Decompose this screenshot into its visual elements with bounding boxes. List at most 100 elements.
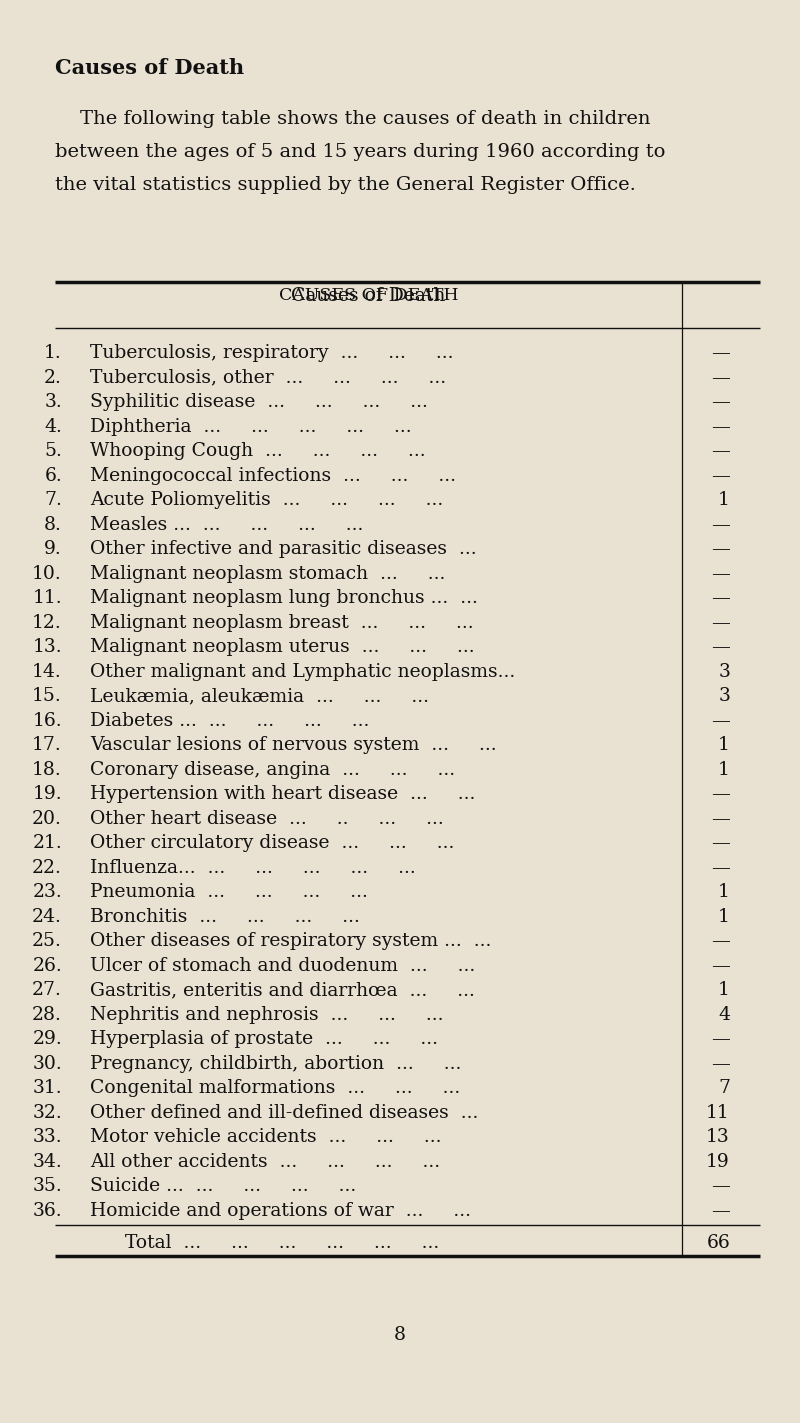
Text: 7: 7	[718, 1079, 730, 1097]
Text: Other circulatory disease  ...     ...     ...: Other circulatory disease ... ... ...	[90, 834, 454, 852]
Text: —: —	[711, 443, 730, 460]
Text: 21.: 21.	[32, 834, 62, 852]
Text: 3: 3	[718, 663, 730, 680]
Text: Pneumonia  ...     ...     ...     ...: Pneumonia ... ... ... ...	[90, 884, 368, 901]
Text: 20.: 20.	[32, 810, 62, 828]
Text: —: —	[711, 418, 730, 435]
Text: Syphilitic disease  ...     ...     ...     ...: Syphilitic disease ... ... ... ...	[90, 393, 428, 411]
Text: Homicide and operations of war  ...     ...: Homicide and operations of war ... ...	[90, 1202, 471, 1220]
Text: 1: 1	[718, 761, 730, 778]
Text: —: —	[711, 712, 730, 730]
Text: 25.: 25.	[32, 932, 62, 951]
Text: Acute Poliomyelitis  ...     ...     ...     ...: Acute Poliomyelitis ... ... ... ...	[90, 491, 443, 509]
Text: 8.: 8.	[44, 515, 62, 534]
Text: 8: 8	[394, 1326, 406, 1345]
Text: 7.: 7.	[44, 491, 62, 509]
Text: Coronary disease, angina  ...     ...     ...: Coronary disease, angina ... ... ...	[90, 761, 455, 778]
Text: Ulcer of stomach and duodenum  ...     ...: Ulcer of stomach and duodenum ... ...	[90, 956, 475, 975]
Text: 11: 11	[706, 1104, 730, 1121]
Text: between the ages of 5 and 15 years during 1960 according to: between the ages of 5 and 15 years durin…	[55, 142, 666, 161]
Text: 1.: 1.	[44, 344, 62, 363]
Text: 2.: 2.	[44, 369, 62, 387]
Text: —: —	[711, 1030, 730, 1049]
Text: —: —	[711, 785, 730, 803]
Text: —: —	[711, 956, 730, 975]
Text: Diabetes ...  ...     ...     ...     ...: Diabetes ... ... ... ... ...	[90, 712, 370, 730]
Text: 1: 1	[718, 908, 730, 926]
Text: —: —	[711, 613, 730, 632]
Text: —: —	[711, 515, 730, 534]
Text: Causes of Death: Causes of Death	[291, 287, 446, 305]
Text: Hypertension with heart disease  ...     ...: Hypertension with heart disease ... ...	[90, 785, 475, 803]
Text: Leukæmia, aleukæmia  ...     ...     ...: Leukæmia, aleukæmia ... ... ...	[90, 687, 429, 706]
Text: 11.: 11.	[32, 589, 62, 608]
Text: Measles ...  ...     ...     ...     ...: Measles ... ... ... ... ...	[90, 515, 363, 534]
Text: —: —	[711, 467, 730, 485]
Text: Malignant neoplasm stomach  ...     ...: Malignant neoplasm stomach ... ...	[90, 565, 446, 583]
Text: —: —	[711, 393, 730, 411]
Text: Other infective and parasitic diseases  ...: Other infective and parasitic diseases .…	[90, 541, 477, 558]
Text: 1: 1	[718, 736, 730, 754]
Text: —: —	[711, 369, 730, 387]
Text: 1: 1	[718, 982, 730, 999]
Text: Malignant neoplasm lung bronchus ...  ...: Malignant neoplasm lung bronchus ... ...	[90, 589, 478, 608]
Text: —: —	[711, 834, 730, 852]
Text: Vascular lesions of nervous system  ...     ...: Vascular lesions of nervous system ... .…	[90, 736, 497, 754]
Text: Tuberculosis, other  ...     ...     ...     ...: Tuberculosis, other ... ... ... ...	[90, 369, 446, 387]
Text: 1: 1	[718, 884, 730, 901]
Text: 35.: 35.	[32, 1177, 62, 1195]
Text: 9.: 9.	[44, 541, 62, 558]
Text: Whooping Cough  ...     ...     ...     ...: Whooping Cough ... ... ... ...	[90, 443, 426, 460]
Text: Malignant neoplasm breast  ...     ...     ...: Malignant neoplasm breast ... ... ...	[90, 613, 474, 632]
Text: —: —	[711, 639, 730, 656]
Text: Pregnancy, childbirth, abortion  ...     ...: Pregnancy, childbirth, abortion ... ...	[90, 1054, 462, 1073]
Text: 3.: 3.	[44, 393, 62, 411]
Text: —: —	[711, 932, 730, 951]
Text: 18.: 18.	[32, 761, 62, 778]
Text: 14.: 14.	[32, 663, 62, 680]
Text: Suicide ...  ...     ...     ...     ...: Suicide ... ... ... ... ...	[90, 1177, 356, 1195]
Text: Other defined and ill-defined diseases  ...: Other defined and ill-defined diseases .…	[90, 1104, 478, 1121]
Text: 28.: 28.	[32, 1006, 62, 1023]
Text: 19: 19	[706, 1153, 730, 1171]
Text: 33.: 33.	[32, 1128, 62, 1147]
Text: All other accidents  ...     ...     ...     ...: All other accidents ... ... ... ...	[90, 1153, 440, 1171]
Text: CAUSES OF DEATH: CAUSES OF DEATH	[278, 287, 458, 305]
Text: Total  ...     ...     ...     ...     ...     ...: Total ... ... ... ... ... ...	[125, 1234, 439, 1252]
Text: 66: 66	[706, 1234, 730, 1252]
Text: Malignant neoplasm uterus  ...     ...     ...: Malignant neoplasm uterus ... ... ...	[90, 639, 474, 656]
Text: 34.: 34.	[32, 1153, 62, 1171]
Text: 16.: 16.	[32, 712, 62, 730]
Text: Nephritis and nephrosis  ...     ...     ...: Nephritis and nephrosis ... ... ...	[90, 1006, 443, 1023]
Text: 4.: 4.	[44, 418, 62, 435]
Text: 32.: 32.	[32, 1104, 62, 1121]
Text: 26.: 26.	[32, 956, 62, 975]
Text: Other malignant and Lymphatic neoplasms...: Other malignant and Lymphatic neoplasms.…	[90, 663, 515, 680]
Text: Meningococcal infections  ...     ...     ...: Meningococcal infections ... ... ...	[90, 467, 456, 485]
Text: Diphtheria  ...     ...     ...     ...     ...: Diphtheria ... ... ... ... ...	[90, 418, 412, 435]
Text: 1: 1	[718, 491, 730, 509]
Text: 29.: 29.	[32, 1030, 62, 1049]
Text: —: —	[711, 1177, 730, 1195]
Text: 36.: 36.	[32, 1202, 62, 1220]
Text: —: —	[711, 565, 730, 583]
Text: 22.: 22.	[32, 858, 62, 877]
Text: —: —	[711, 541, 730, 558]
Text: 13.: 13.	[32, 639, 62, 656]
Text: 13: 13	[706, 1128, 730, 1147]
Text: Hyperplasia of prostate  ...     ...     ...: Hyperplasia of prostate ... ... ...	[90, 1030, 438, 1049]
Text: 6.: 6.	[44, 467, 62, 485]
Text: —: —	[711, 1054, 730, 1073]
Text: 15.: 15.	[32, 687, 62, 706]
Text: 23.: 23.	[32, 884, 62, 901]
Text: 4: 4	[718, 1006, 730, 1023]
Text: —: —	[711, 810, 730, 828]
Text: 5.: 5.	[44, 443, 62, 460]
Text: —: —	[711, 344, 730, 363]
Text: The following table shows the causes of death in children: The following table shows the causes of …	[55, 110, 650, 128]
Text: Influenza...  ...     ...     ...     ...     ...: Influenza... ... ... ... ... ...	[90, 858, 416, 877]
Text: Motor vehicle accidents  ...     ...     ...: Motor vehicle accidents ... ... ...	[90, 1128, 442, 1147]
Text: —: —	[711, 858, 730, 877]
Text: Congenital malformations  ...     ...     ...: Congenital malformations ... ... ...	[90, 1079, 460, 1097]
Text: —: —	[711, 1202, 730, 1220]
